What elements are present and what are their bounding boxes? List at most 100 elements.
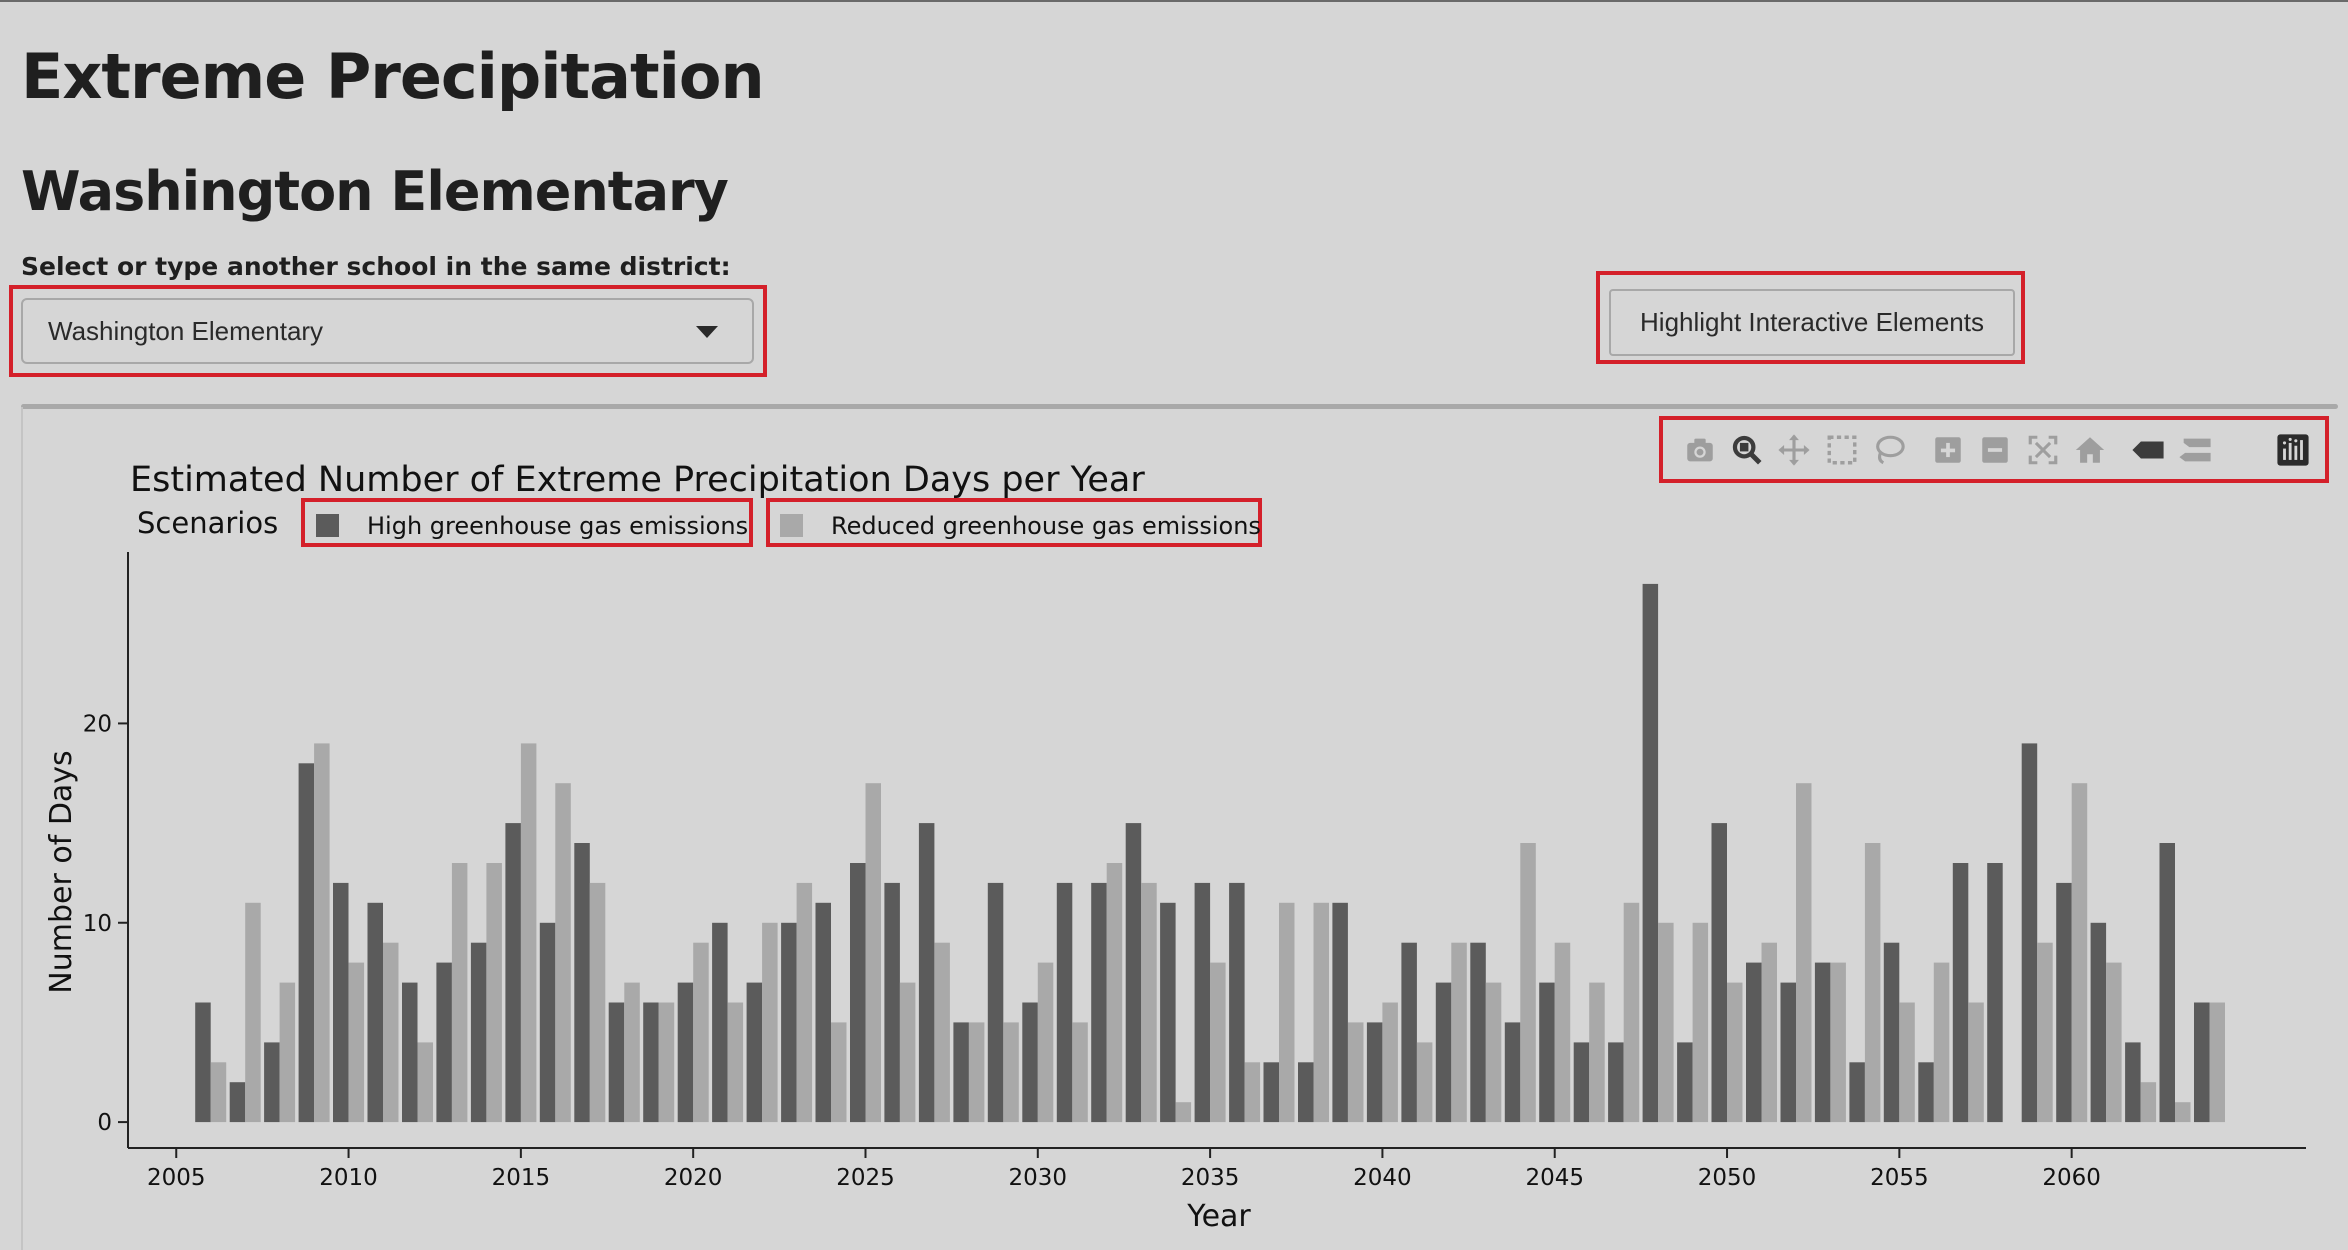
bar-reduced-2059[interactable] <box>2037 942 2053 1123</box>
bar-high-2017[interactable] <box>574 843 590 1123</box>
bar-high-2027[interactable] <box>918 823 935 1123</box>
bar-high-2024[interactable] <box>815 902 832 1123</box>
bar-reduced-2025[interactable] <box>865 783 882 1123</box>
zoom-out-icon[interactable] <box>1977 432 2013 468</box>
bar-high-2046[interactable] <box>1573 1042 1590 1123</box>
bar-reduced-2027[interactable] <box>934 942 950 1123</box>
bar-reduced-2055[interactable] <box>1899 1002 1915 1123</box>
bar-reduced-2034[interactable] <box>1175 1102 1192 1123</box>
bar-high-2048[interactable] <box>1642 583 1659 1123</box>
bar-reduced-2016[interactable] <box>555 783 571 1123</box>
bar-high-2008[interactable] <box>264 1042 280 1123</box>
bar-reduced-2022[interactable] <box>762 922 778 1123</box>
bar-high-2030[interactable] <box>1022 1002 1038 1123</box>
bar-high-2032[interactable] <box>1091 882 1107 1123</box>
bar-reduced-2060[interactable] <box>2071 783 2088 1123</box>
bar-high-2047[interactable] <box>1608 1042 1624 1123</box>
legend-item-reduced[interactable]: Reduced greenhouse gas emissions <box>780 512 1261 540</box>
bar-high-2053[interactable] <box>1814 962 1831 1123</box>
bar-reduced-2057[interactable] <box>1968 1002 1984 1123</box>
bar-reduced-2042[interactable] <box>1451 942 1467 1123</box>
bar-high-2033[interactable] <box>1125 823 1142 1123</box>
bar-reduced-2064[interactable] <box>2209 1002 2226 1123</box>
bar-high-2029[interactable] <box>987 882 1004 1123</box>
hover-compare-icon[interactable] <box>2177 432 2213 468</box>
bar-reduced-2024[interactable] <box>831 1022 847 1123</box>
bar-high-2028[interactable] <box>953 1022 969 1123</box>
bar-high-2054[interactable] <box>1849 1062 1865 1123</box>
bar-high-2020[interactable] <box>677 982 694 1123</box>
bar-high-2023[interactable] <box>781 922 797 1123</box>
autoscale-icon[interactable] <box>2025 432 2061 468</box>
bar-reduced-2012[interactable] <box>417 1042 434 1123</box>
bar-high-2058[interactable] <box>1987 863 2003 1123</box>
bar-reduced-2038[interactable] <box>1313 902 1330 1123</box>
bar-reduced-2028[interactable] <box>968 1022 985 1123</box>
bar-reduced-2018[interactable] <box>624 982 640 1123</box>
bar-high-2043[interactable] <box>1470 942 1486 1123</box>
bar-high-2039[interactable] <box>1332 902 1348 1123</box>
bar-reduced-2048[interactable] <box>1658 922 1674 1123</box>
bar-high-2051[interactable] <box>1746 962 1762 1123</box>
bar-reduced-2006[interactable] <box>210 1062 227 1123</box>
bar-high-2050[interactable] <box>1711 823 1728 1123</box>
bar-reduced-2014[interactable] <box>486 863 502 1123</box>
highlight-interactive-elements-button[interactable]: Highlight Interactive Elements <box>1609 289 2015 356</box>
bar-reduced-2026[interactable] <box>899 982 916 1123</box>
bar-reduced-2020[interactable] <box>693 942 709 1123</box>
bar-reduced-2010[interactable] <box>348 962 365 1123</box>
bar-reduced-2043[interactable] <box>1485 982 1502 1123</box>
bar-reduced-2044[interactable] <box>1520 843 1536 1123</box>
bar-reduced-2053[interactable] <box>1830 962 1846 1123</box>
bar-reduced-2031[interactable] <box>1072 1022 1088 1123</box>
plot-area[interactable] <box>195 583 2226 1123</box>
bar-high-2064[interactable] <box>2194 1002 2210 1123</box>
bar-reduced-2049[interactable] <box>1692 922 1709 1123</box>
box-select-icon[interactable] <box>1824 432 1860 468</box>
pan-icon[interactable] <box>1776 432 1812 468</box>
bar-high-2025[interactable] <box>850 863 866 1123</box>
bar-high-2052[interactable] <box>1780 982 1797 1123</box>
bar-high-2055[interactable] <box>1883 942 1900 1123</box>
bar-reduced-2013[interactable] <box>451 863 468 1123</box>
bar-reduced-2039[interactable] <box>1348 1022 1364 1123</box>
bar-reduced-2056[interactable] <box>1933 962 1950 1123</box>
bar-reduced-2045[interactable] <box>1554 942 1571 1123</box>
bar-high-2040[interactable] <box>1366 1022 1383 1123</box>
bar-reduced-2008[interactable] <box>279 982 296 1123</box>
lasso-select-icon[interactable] <box>1871 432 1907 468</box>
zoom-in-icon[interactable] <box>1930 432 1966 468</box>
bar-reduced-2050[interactable] <box>1727 982 1743 1123</box>
bar-reduced-2029[interactable] <box>1003 1022 1019 1123</box>
bar-reduced-2019[interactable] <box>658 1002 675 1123</box>
chevron-down-icon[interactable] <box>696 326 718 338</box>
bar-reduced-2051[interactable] <box>1761 942 1778 1123</box>
bar-high-2061[interactable] <box>2090 922 2107 1123</box>
bar-reduced-2032[interactable] <box>1106 863 1123 1123</box>
camera-icon[interactable] <box>1682 432 1718 468</box>
bar-high-2056[interactable] <box>1918 1062 1934 1123</box>
bar-high-2015[interactable] <box>505 823 521 1123</box>
bar-high-2012[interactable] <box>402 982 418 1123</box>
bar-reduced-2021[interactable] <box>727 1002 744 1123</box>
bar-high-2045[interactable] <box>1539 982 1555 1123</box>
bar-high-2014[interactable] <box>470 942 487 1123</box>
bar-high-2057[interactable] <box>1952 863 1969 1123</box>
legend-item-high[interactable]: High greenhouse gas emissions <box>316 512 748 540</box>
bar-high-2059[interactable] <box>2021 743 2038 1123</box>
bar-reduced-2007[interactable] <box>245 902 261 1123</box>
bar-reduced-2040[interactable] <box>1382 1002 1398 1123</box>
bar-high-2010[interactable] <box>333 882 349 1123</box>
plotly-logo-icon[interactable] <box>2275 432 2311 468</box>
bar-high-2007[interactable] <box>229 1082 246 1123</box>
bar-reduced-2035[interactable] <box>1210 962 1226 1123</box>
bar-high-2044[interactable] <box>1504 1022 1521 1123</box>
bar-reduced-2063[interactable] <box>2175 1102 2191 1123</box>
bar-high-2018[interactable] <box>608 1002 625 1123</box>
bar-reduced-2054[interactable] <box>1864 843 1881 1123</box>
bar-reduced-2030[interactable] <box>1037 962 1054 1123</box>
bar-reduced-2015[interactable] <box>520 743 537 1123</box>
bar-high-2041[interactable] <box>1401 942 1417 1123</box>
bar-high-2038[interactable] <box>1298 1062 1314 1123</box>
bar-high-2016[interactable] <box>539 922 556 1123</box>
